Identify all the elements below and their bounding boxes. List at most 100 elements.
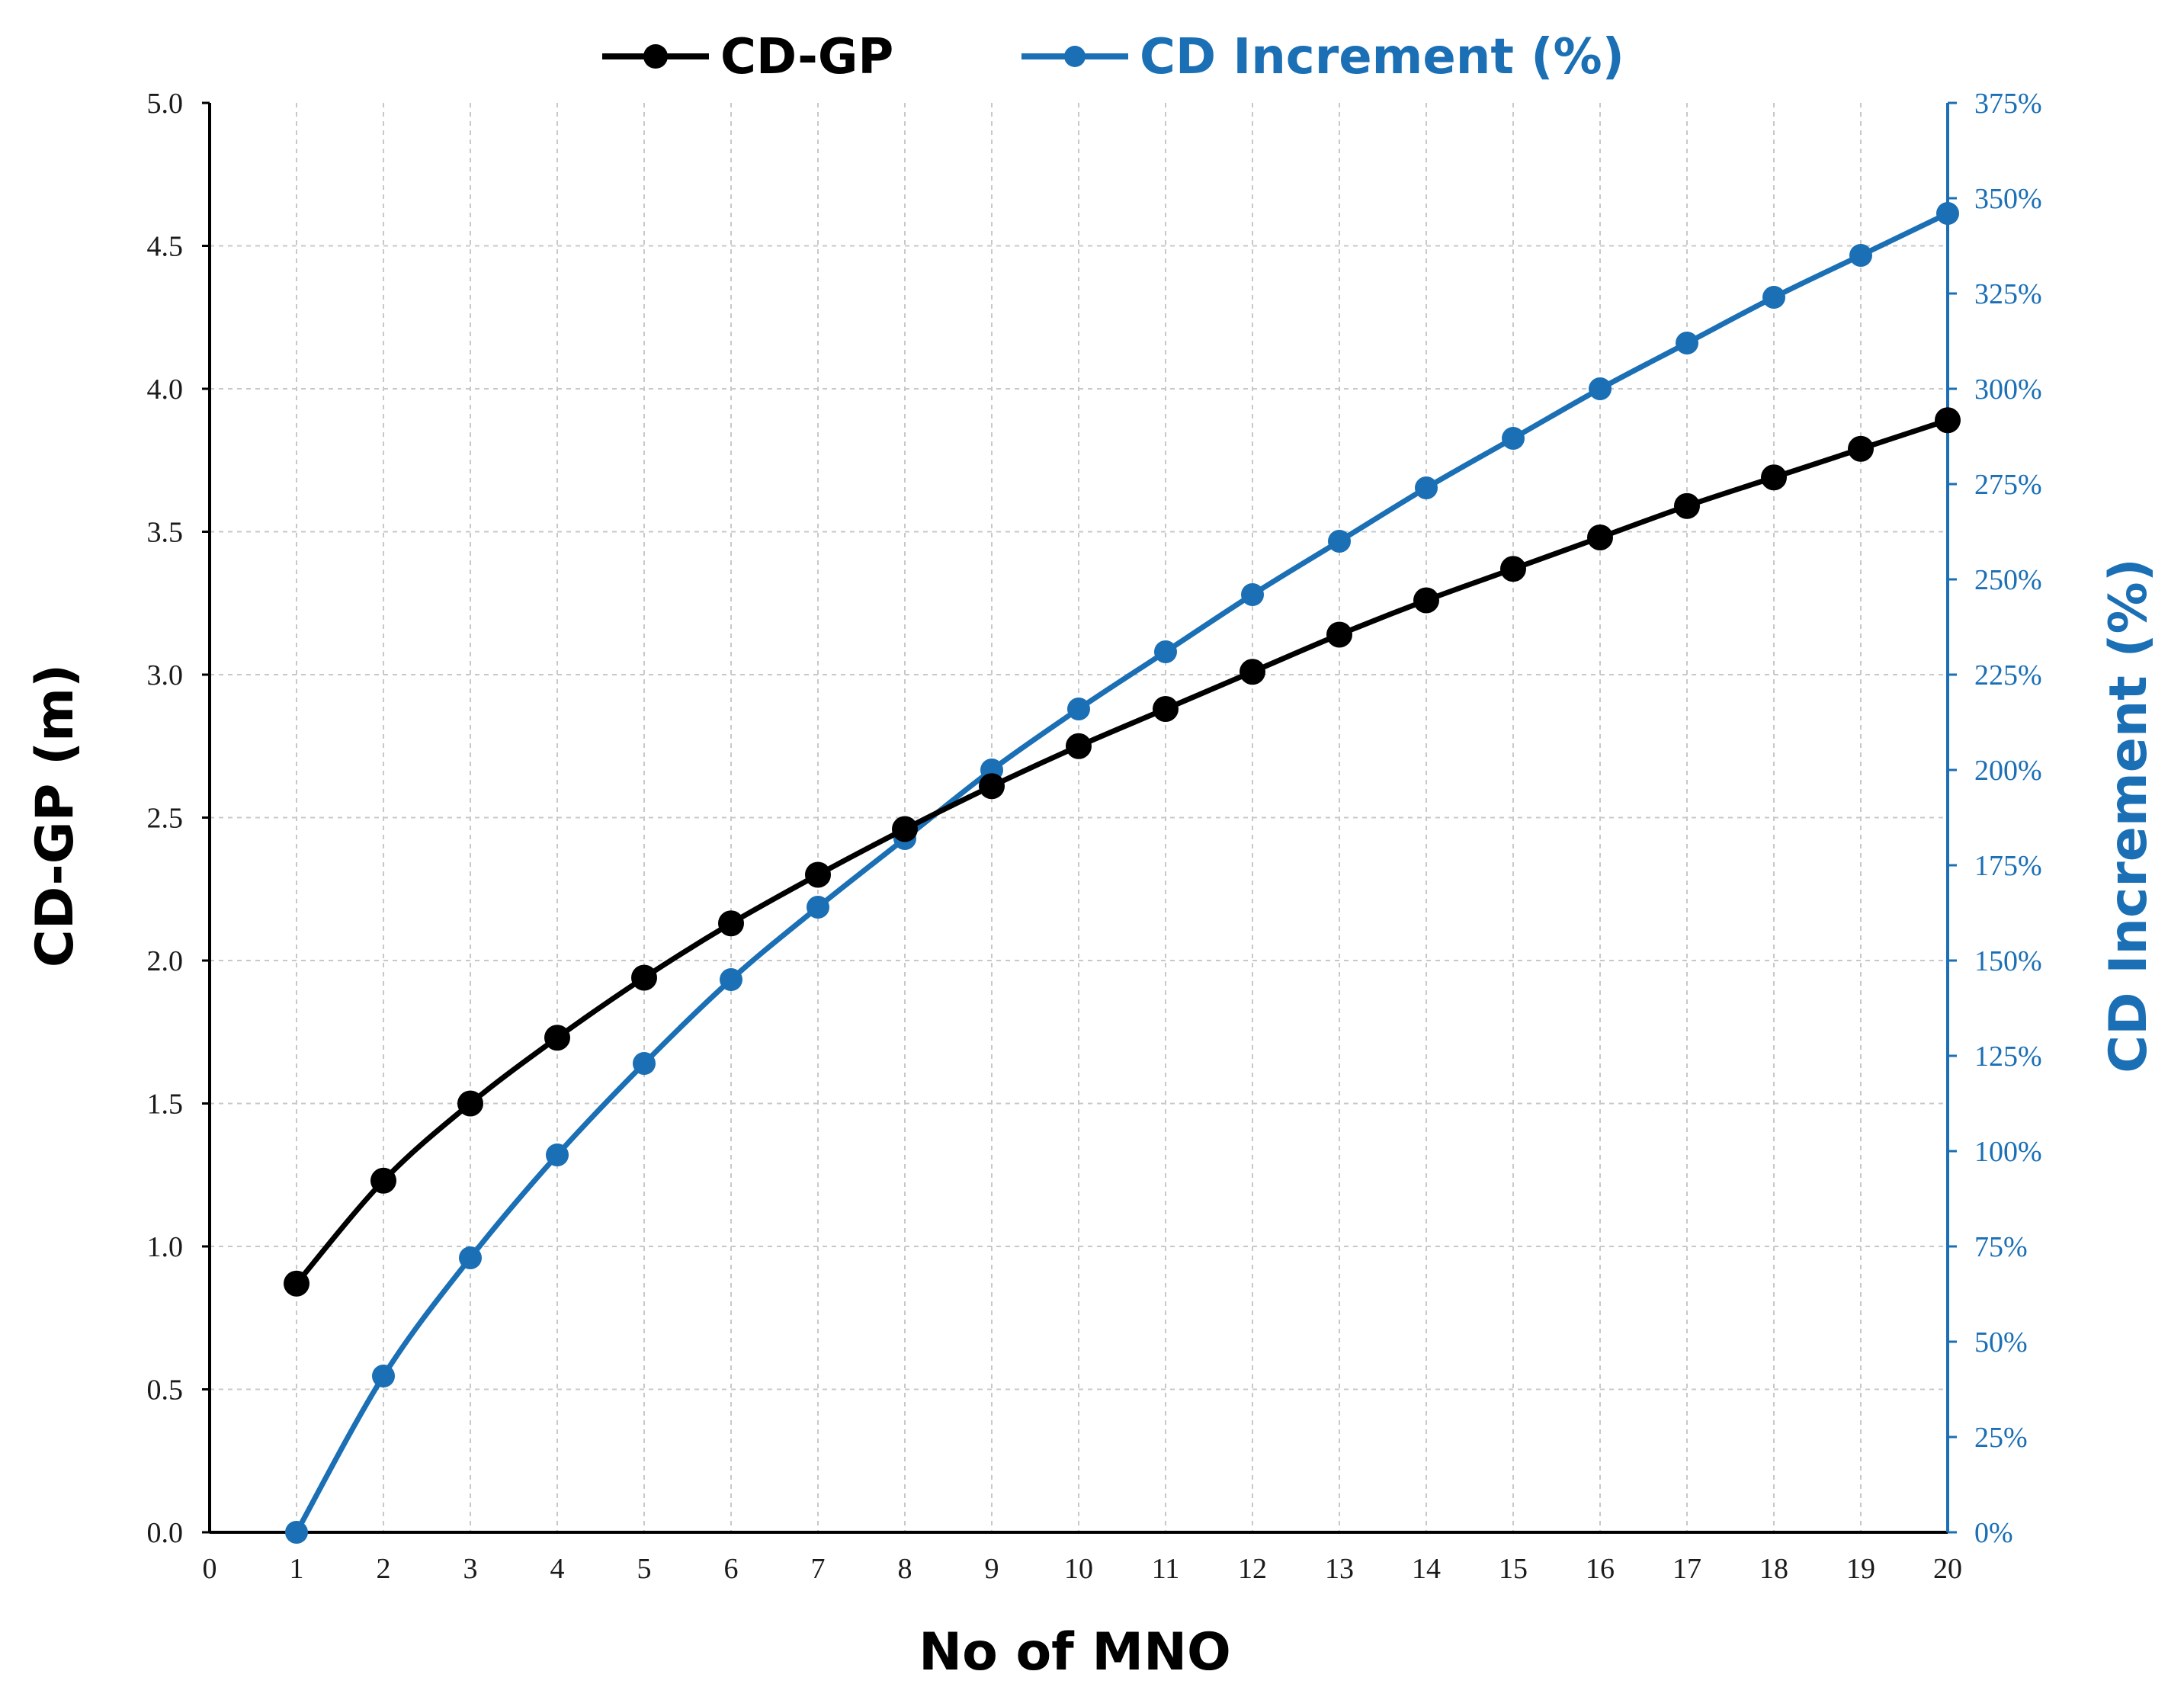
data-point-cd-gp bbox=[1066, 733, 1092, 759]
y2-tick-label: 275% bbox=[1974, 469, 2042, 501]
x-tick-label: 20 bbox=[1933, 1553, 1962, 1585]
y2-axis-title: CD Increment (%) bbox=[2099, 558, 2159, 1073]
series-line-cd-gp bbox=[294, 417, 1949, 1286]
legend-marker-cd-gp bbox=[643, 44, 668, 69]
data-point-cd-gp bbox=[1326, 621, 1352, 648]
y-tick-label: 1.0 bbox=[147, 1231, 184, 1263]
y2-tick-label: 150% bbox=[1974, 945, 2042, 977]
series bbox=[284, 202, 1961, 1544]
data-point-cd-gp bbox=[1413, 587, 1439, 614]
x-tick-label: 10 bbox=[1064, 1553, 1093, 1585]
data-point-cd-increment bbox=[1328, 530, 1351, 553]
data-point-cd-increment bbox=[1067, 698, 1090, 720]
y2-tick-label: 0% bbox=[1974, 1517, 2013, 1549]
data-point-cd-increment bbox=[1762, 286, 1785, 309]
y2-tick-label: 350% bbox=[1974, 183, 2042, 215]
data-point-cd-increment bbox=[1241, 583, 1264, 606]
x-tick-label: 18 bbox=[1759, 1553, 1788, 1585]
series-line-cd-increment bbox=[293, 210, 1949, 1534]
data-point-cd-gp bbox=[1240, 659, 1265, 685]
data-point-cd-increment bbox=[459, 1246, 482, 1269]
legend-label-cd-gp: CD-GP bbox=[720, 29, 893, 85]
data-point-cd-increment bbox=[372, 1365, 395, 1387]
x-tick-label: 6 bbox=[724, 1553, 739, 1585]
x-tick-label: 2 bbox=[377, 1553, 391, 1585]
x-tick-label: 11 bbox=[1152, 1553, 1180, 1585]
data-point-cd-gp bbox=[979, 773, 1005, 800]
data-point-cd-increment bbox=[1849, 244, 1872, 267]
x-tick-label: 9 bbox=[985, 1553, 999, 1585]
data-point-cd-gp bbox=[631, 964, 657, 991]
legend-marker-cd-increment bbox=[1064, 46, 1086, 67]
y-tick-label: 3.0 bbox=[147, 659, 184, 691]
x-tick-label: 1 bbox=[290, 1553, 304, 1585]
legend-item-cd-increment: CD Increment (%) bbox=[1021, 29, 1624, 85]
x-tick-label: 15 bbox=[1499, 1553, 1528, 1585]
y2-tick-label: 325% bbox=[1974, 278, 2042, 310]
y2-tick-label: 75% bbox=[1974, 1231, 2028, 1263]
data-point-cd-gp bbox=[284, 1270, 309, 1297]
y2-tick-label: 25% bbox=[1974, 1422, 2028, 1454]
data-point-cd-increment bbox=[720, 968, 742, 991]
legend-label-cd-increment: CD Increment (%) bbox=[1140, 29, 1624, 85]
gridlines bbox=[210, 103, 1948, 1532]
y2-tick-label: 175% bbox=[1974, 850, 2042, 882]
y-axis-title: CD-GP (m) bbox=[25, 664, 85, 967]
data-point-cd-increment bbox=[1936, 202, 1959, 225]
data-point-cd-gp bbox=[1500, 556, 1526, 582]
y-tick-label: 2.5 bbox=[147, 803, 184, 835]
y2-tick-label: 300% bbox=[1974, 374, 2042, 406]
x-tick-label: 4 bbox=[550, 1553, 565, 1585]
x-tick-label: 13 bbox=[1325, 1553, 1354, 1585]
data-point-cd-gp bbox=[1587, 524, 1613, 550]
x-tick-label: 17 bbox=[1672, 1553, 1701, 1585]
data-point-cd-increment bbox=[1502, 427, 1525, 450]
data-point-cd-increment bbox=[633, 1052, 656, 1075]
y2-tick-label: 375% bbox=[1974, 88, 2042, 120]
y-tick-label: 5.0 bbox=[147, 88, 184, 120]
data-point-cd-gp bbox=[1153, 696, 1179, 722]
x-tick-label: 8 bbox=[898, 1553, 912, 1585]
data-point-cd-increment bbox=[1589, 377, 1612, 400]
x-tick-label: 14 bbox=[1412, 1553, 1441, 1585]
data-point-cd-increment bbox=[1676, 332, 1698, 354]
x-tick-label: 19 bbox=[1846, 1553, 1875, 1585]
data-point-cd-gp bbox=[370, 1167, 396, 1194]
y2-tick-label: 125% bbox=[1974, 1041, 2042, 1073]
y2-tick-label: 250% bbox=[1974, 564, 2042, 596]
data-point-cd-gp bbox=[457, 1090, 483, 1117]
y2-tick-label: 225% bbox=[1974, 659, 2042, 691]
y-tick-label: 3.5 bbox=[147, 517, 184, 549]
data-point-cd-gp bbox=[1674, 492, 1700, 519]
x-tick-label: 12 bbox=[1238, 1553, 1267, 1585]
y-tick-label: 4.5 bbox=[147, 231, 184, 263]
data-point-cd-increment bbox=[1154, 640, 1177, 663]
x-tick-label: 3 bbox=[463, 1553, 478, 1585]
y2-tick-label: 200% bbox=[1974, 755, 2042, 787]
y-tick-label: 1.5 bbox=[147, 1089, 184, 1121]
x-tick-label: 7 bbox=[811, 1553, 826, 1585]
data-point-cd-gp bbox=[544, 1025, 570, 1051]
x-tick-label: 16 bbox=[1586, 1553, 1615, 1585]
y2-tick-label: 100% bbox=[1974, 1136, 2042, 1168]
data-point-cd-increment bbox=[285, 1521, 308, 1544]
data-point-cd-gp bbox=[1848, 435, 1874, 462]
data-point-cd-gp bbox=[1935, 407, 1961, 434]
y-tick-label: 4.0 bbox=[147, 374, 184, 406]
x-tick-label: 0 bbox=[203, 1553, 217, 1585]
x-tick-label: 5 bbox=[637, 1553, 652, 1585]
tick-labels: 0 1 2 3 4 5 6 7 8 9 10 11 12 13 14 15 16 17 18 19 200.00.51.… bbox=[147, 88, 2042, 1585]
y2-tick-label: 50% bbox=[1974, 1326, 2028, 1358]
legend: CD-GP CD Increment (%) bbox=[602, 29, 1624, 85]
data-point-cd-gp bbox=[718, 910, 744, 937]
data-point-cd-increment bbox=[1415, 476, 1438, 499]
axes bbox=[202, 101, 1957, 1534]
legend-item-cd-gp: CD-GP bbox=[602, 29, 893, 85]
data-point-cd-increment bbox=[807, 896, 829, 919]
data-point-cd-gp bbox=[892, 816, 918, 842]
data-point-cd-increment bbox=[546, 1143, 569, 1166]
y-tick-label: 0.5 bbox=[147, 1374, 184, 1407]
data-point-cd-gp bbox=[805, 861, 831, 888]
